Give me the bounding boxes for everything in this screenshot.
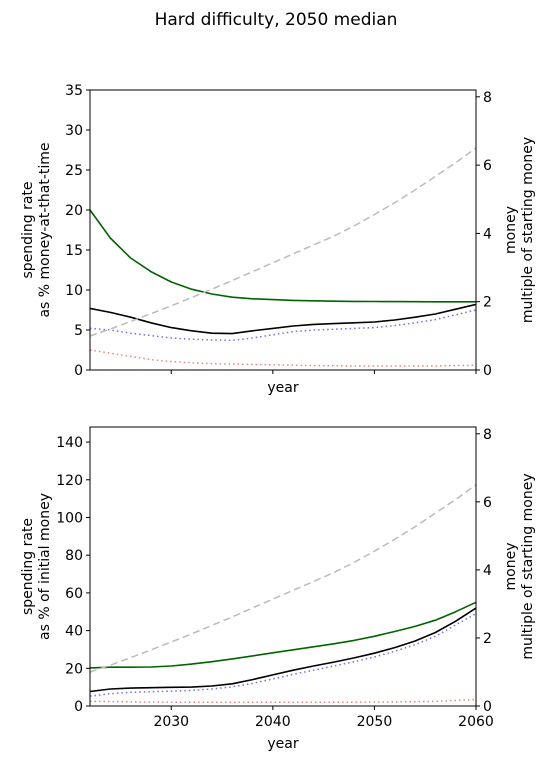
series-line-1 xyxy=(90,209,476,303)
y2-axis-label-line: money xyxy=(503,206,519,254)
series-line-3 xyxy=(90,309,476,342)
series-line-2 xyxy=(90,303,476,335)
plot-frame xyxy=(89,426,477,707)
y2-axis-label-line: multiple of starting money xyxy=(520,473,536,659)
y-tick-label: 0 xyxy=(74,363,83,379)
y2-axis-label: moneymultiple of starting money xyxy=(503,137,536,323)
y-tick-label: 100 xyxy=(56,510,83,526)
series-line-3 xyxy=(90,612,476,697)
y-tick-label: 120 xyxy=(56,473,83,489)
y2-tick-label: 8 xyxy=(483,427,492,443)
y-tick-label: 25 xyxy=(65,163,83,179)
y2-tick-label: 6 xyxy=(483,158,492,174)
x-axis-label: year xyxy=(267,736,298,752)
y2-tick-label: 2 xyxy=(483,295,492,311)
y-axis-label-line: spending rate xyxy=(20,181,36,278)
x-tick-label: 2050 xyxy=(357,714,393,730)
y-tick-label: 20 xyxy=(65,203,83,219)
x-tick-label: 2060 xyxy=(458,714,494,730)
series-line-2 xyxy=(90,607,476,693)
y2-tick-label: 2 xyxy=(483,631,492,647)
x-axis-label: year xyxy=(267,380,298,396)
y-tick-label: 40 xyxy=(65,624,83,640)
y-axis-label: spending rateas % of initial money xyxy=(20,493,53,640)
y-tick-label: 30 xyxy=(65,123,83,139)
x-tick-label: 2030 xyxy=(153,714,189,730)
y-tick-label: 15 xyxy=(65,243,83,259)
y2-axis-label: moneymultiple of starting money xyxy=(503,473,536,659)
y2-tick-label: 0 xyxy=(483,699,492,715)
y2-tick-label: 4 xyxy=(483,563,492,579)
y-tick-label: 10 xyxy=(65,283,83,299)
series-line-4 xyxy=(90,349,476,367)
y-tick-label: 35 xyxy=(65,83,83,99)
y2-tick-label: 8 xyxy=(483,90,492,106)
series-group xyxy=(90,147,476,367)
y2-axis-label-line: multiple of starting money xyxy=(520,137,536,323)
y-tick-label: 60 xyxy=(65,586,83,602)
chart-bottom-panel: 2030 2040 2050 2060year02040608010012014002… xyxy=(20,426,536,752)
y2-tick-label: 6 xyxy=(483,495,492,511)
series-line-5 xyxy=(90,147,476,337)
y-tick-label: 80 xyxy=(65,548,83,564)
chart-top-panel: year 0 5 10 15 20 25 30 35 0 2 4 6 8 spending rateas %… xyxy=(20,83,536,396)
y-tick-label: 140 xyxy=(56,435,83,451)
y-axis-label-line: as % of initial money xyxy=(37,493,53,640)
series-line-4 xyxy=(90,698,476,703)
series-line-1 xyxy=(90,601,476,669)
x-tick-label: 2040 xyxy=(255,714,291,730)
y-axis-label-line: spending rate xyxy=(20,518,36,615)
y-tick-label: 5 xyxy=(74,323,83,339)
plot-frame xyxy=(89,89,477,371)
y-axis-label-line: as % money-at-that-time xyxy=(37,142,53,317)
y-tick-label: 20 xyxy=(65,661,83,677)
y2-tick-label: 0 xyxy=(483,363,492,379)
series-line-5 xyxy=(90,484,476,673)
y2-axis-label-line: money xyxy=(503,543,519,591)
y-axis-label: spending rateas % money-at-that-time xyxy=(20,142,53,317)
series-group xyxy=(90,484,476,703)
figure-title: Hard difficulty, 2050 median xyxy=(155,10,398,30)
y-tick-label: 0 xyxy=(74,699,83,715)
y2-tick-label: 4 xyxy=(483,226,492,242)
